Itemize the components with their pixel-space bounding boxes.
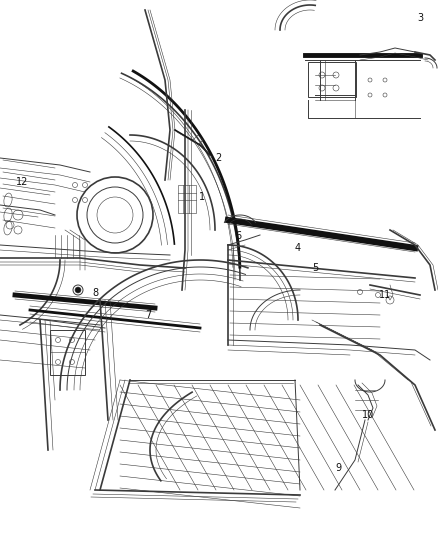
Bar [50, 330, 85, 375]
Text: 7: 7 [145, 310, 151, 320]
Bar [308, 62, 356, 97]
Text: 11: 11 [379, 290, 391, 300]
Bar [178, 185, 196, 213]
Text: 6: 6 [235, 231, 241, 241]
Text: 1: 1 [199, 192, 205, 202]
Text: 12: 12 [16, 177, 28, 187]
Circle shape [75, 287, 81, 293]
Text: 4: 4 [295, 243, 301, 253]
Text: 2: 2 [215, 153, 221, 163]
Text: 10: 10 [362, 410, 374, 420]
Text: 8: 8 [92, 288, 98, 298]
Text: 9: 9 [335, 463, 341, 473]
Text: 5: 5 [312, 263, 318, 273]
Text: 3: 3 [417, 13, 423, 23]
